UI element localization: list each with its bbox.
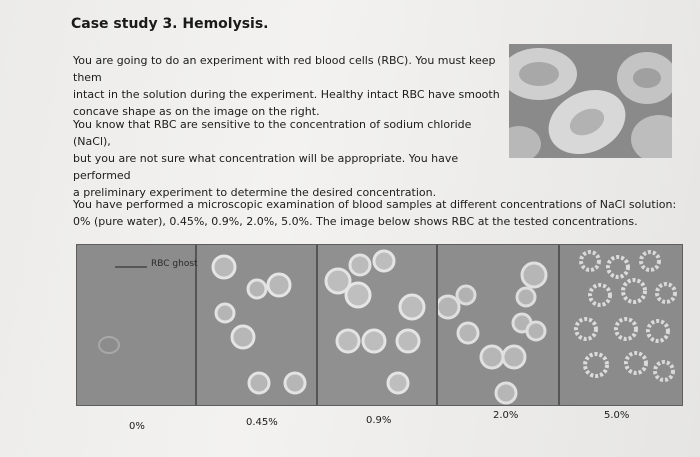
microscopy-line: 0% (pure water), 0.45%, 0.9%, 2.0%, 5.0%… xyxy=(73,215,638,228)
label-20-percent: 2.0% xyxy=(493,410,519,421)
rbc-ghost-label: RBC ghost xyxy=(151,259,198,269)
intro-paragraph: You are going to do an experiment with r… xyxy=(73,52,505,120)
label-0-percent: 0% xyxy=(129,421,145,432)
microscopy-paragraph: You have performed a microscopic examina… xyxy=(73,196,677,230)
panel-09-percent xyxy=(318,245,438,405)
label-09-percent: 0.9% xyxy=(366,415,392,426)
rbc-photo xyxy=(509,44,672,158)
label-50-percent: 5.0% xyxy=(604,410,630,421)
panel-0-percent xyxy=(77,245,197,405)
case-study-title: Case study 3. Hemolysis. xyxy=(71,16,269,32)
rbc-microscopy-strip: RBC ghost 0% xyxy=(76,244,683,432)
nacl-line: You know that RBC are sensitive to the c… xyxy=(73,118,472,148)
microscopy-line: You have performed a microscopic examina… xyxy=(73,198,677,211)
label-045-percent: 0.45% xyxy=(246,417,278,428)
intro-line: You are going to do an experiment with r… xyxy=(73,54,496,84)
panel-20-percent xyxy=(438,245,560,405)
panel-045-percent xyxy=(197,245,318,405)
nacl-line: a preliminary experiment to determine th… xyxy=(73,186,437,199)
panel-50-percent xyxy=(560,245,682,405)
intro-line: concave shape as on the image on the rig… xyxy=(73,105,320,118)
intro-line: intact in the solution during the experi… xyxy=(73,88,500,101)
nacl-paragraph: You know that RBC are sensitive to the c… xyxy=(73,116,505,201)
nacl-line: but you are not sure what concentration … xyxy=(73,152,459,182)
